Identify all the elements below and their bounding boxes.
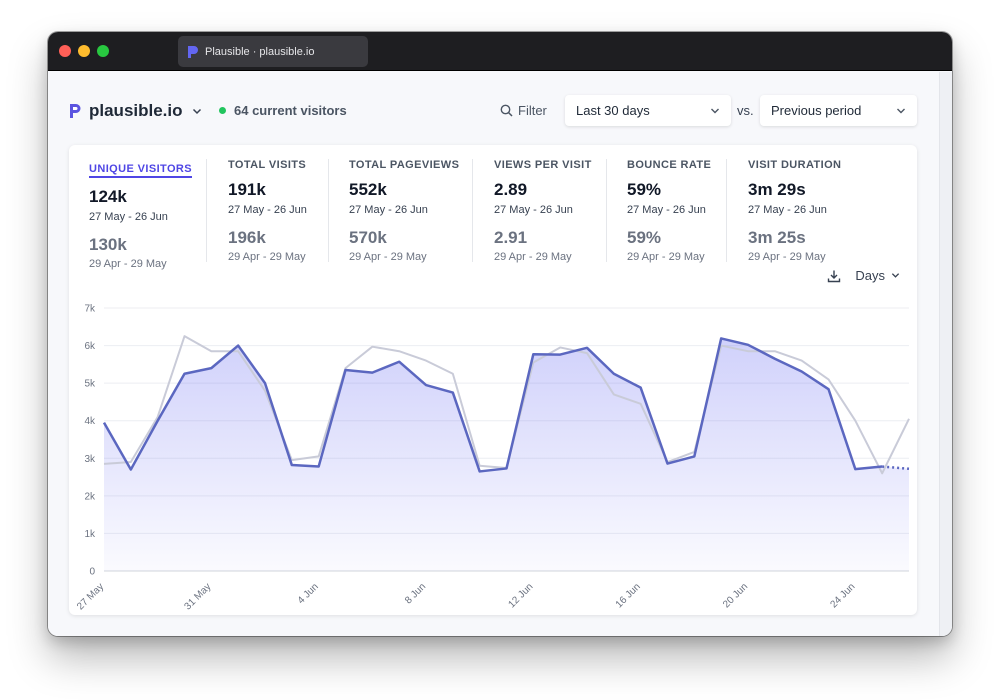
metric-previous-value: 3m 25s [748,228,806,247]
browser-tab[interactable]: Plausible · plausible.io [178,36,368,67]
metric-previous-value: 2.91 [494,228,528,247]
metric-previous-value: 570k [349,228,387,247]
filter-label: Filter [518,103,547,118]
comparison-select[interactable]: Previous period [760,95,917,126]
live-dot-icon [219,107,226,114]
metric-previous-value: 59% [627,228,662,247]
metric-value: 191k [228,180,266,199]
metric-value: 59% [627,180,662,199]
vs-label: vs. [737,103,754,118]
y-tick-label: 3k [84,454,96,465]
metric-label: VIEWS PER VISIT [494,159,592,171]
period-select[interactable]: Last 30 days [565,95,731,126]
period-value: Last 30 days [576,103,650,118]
metric-previous-range: 29 Apr - 29 May [89,258,167,270]
plausible-logo-icon [70,104,81,118]
metric-previous-value: 130k [89,235,127,254]
y-tick-label: 2k [84,491,96,502]
metric-previous-range: 29 Apr - 29 May [748,251,826,263]
x-tick-label: 8 Jun [403,581,428,606]
chevron-down-icon [711,108,719,114]
y-tick-label: 7k [84,304,96,315]
metric-previous-range: 29 Apr - 29 May [228,251,306,263]
tab-title: Plausible · plausible.io [205,45,315,58]
y-tick-label: 6k [84,341,96,352]
metric-range: 27 May - 26 Jun [627,204,706,216]
x-tick-label: 31 May [182,581,213,612]
main-graph-card: UNIQUE VISITORS 124k 27 May - 26 Jun 130… [69,145,917,615]
chevron-down-icon [891,273,900,278]
metric-label: VISIT DURATION [748,159,842,171]
metric-divider [328,159,329,262]
metric-value: 2.89 [494,180,528,199]
site-switcher[interactable]: plausible.io [69,101,202,121]
site-name: plausible.io [89,101,183,120]
metric-value: 552k [349,180,387,199]
metric-label: TOTAL VISITS [228,159,307,171]
filter-button[interactable]: Filter [500,103,547,118]
x-tick-label: 20 Jun [721,581,750,610]
current-period-line [102,337,883,473]
metric-range: 27 May - 26 Jun [748,204,827,216]
metric-previous-range: 29 Apr - 29 May [349,251,427,263]
x-tick-label: 4 Jun [296,581,321,606]
metric-value: 124k [89,187,127,206]
metric-previous-range: 29 Apr - 29 May [627,251,705,263]
search-icon [500,104,513,117]
comparison-value: Previous period [771,103,862,118]
metric-label: TOTAL PAGEVIEWS [349,159,460,171]
plausible-logo-icon [188,45,198,58]
title-bar: Plausible · plausible.io [48,32,952,71]
metric-label: UNIQUE VISITORS [89,163,192,178]
metric-label: BOUNCE RATE [627,159,712,171]
y-tick-label: 1k [84,529,96,540]
metric-range: 27 May - 26 Jun [349,204,428,216]
x-tick-label: 27 May [75,581,106,612]
metric-divider [206,159,207,262]
metric-total-pageviews[interactable]: TOTAL PAGEVIEWS 552k 27 May - 26 Jun 570… [349,159,473,263]
maximize-window-button[interactable] [97,45,109,57]
y-tick-label: 4k [84,416,96,427]
minimize-window-button[interactable] [78,45,90,57]
metric-range: 27 May - 26 Jun [228,204,307,216]
close-window-button[interactable] [59,45,71,57]
metric-total-visits[interactable]: TOTAL VISITS 191k 27 May - 26 Jun 196k 2… [228,159,329,263]
metric-divider [726,159,727,262]
metric-unique-visitors[interactable]: UNIQUE VISITORS 124k 27 May - 26 Jun 130… [89,159,207,270]
interval-picker[interactable]: Days [855,268,885,283]
browser-window: Plausible · plausible.io plausible.io 64… [48,32,952,636]
chart-toolbar: Days [827,268,900,283]
metric-value: 3m 29s [748,180,806,199]
metric-visit-duration[interactable]: VISIT DURATION 3m 29s 27 May - 26 Jun 3m… [748,159,858,263]
metric-views-per-visit[interactable]: VIEWS PER VISIT 2.89 27 May - 26 Jun 2.9… [494,159,607,263]
current-period-area [104,338,909,571]
x-tick-label: 12 Jun [506,581,535,610]
dashboard: plausible.io 64 current visitors Filter … [48,72,952,636]
metric-divider [606,159,607,262]
x-tick-label: 24 Jun [828,581,857,610]
realtime-visitors-link[interactable]: 64 current visitors [219,103,347,118]
chevron-down-icon [192,108,201,115]
download-icon[interactable] [827,269,841,283]
y-tick-label: 5k [84,379,96,390]
x-tick-label: 16 Jun [614,581,643,610]
metric-previous-range: 29 Apr - 29 May [494,251,572,263]
visitors-line-chart[interactable]: 0 1k 2k 3k 4k 5k 6k 7k 27 May 31 May 4 Jun 8 Jun 12… [69,280,917,615]
metric-divider [472,159,473,262]
metric-bounce-rate[interactable]: BOUNCE RATE 59% 27 May - 26 Jun 59% 29 A… [627,159,727,263]
realtime-visitors-text: 64 current visitors [234,103,347,118]
metric-previous-value: 196k [228,228,266,247]
metric-range: 27 May - 26 Jun [494,204,573,216]
metric-range: 27 May - 26 Jun [89,211,168,223]
chevron-down-icon [897,108,905,114]
y-tick-label: 0 [89,567,95,578]
